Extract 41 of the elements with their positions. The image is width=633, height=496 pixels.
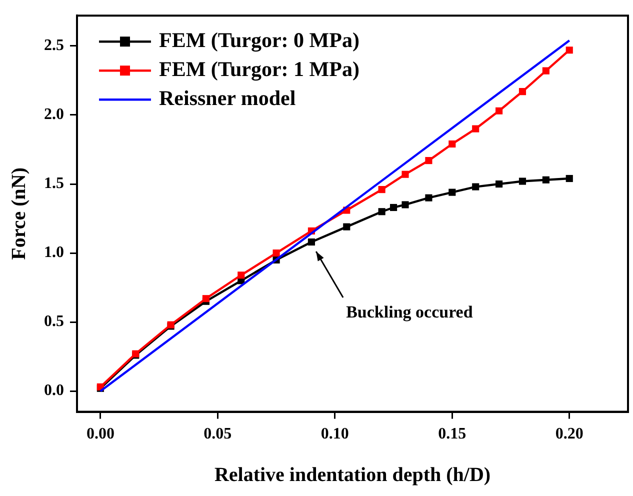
x-axis-title: Relative indentation depth (h/D) <box>214 464 491 486</box>
point <box>472 125 480 132</box>
point <box>472 183 480 190</box>
point <box>402 201 409 208</box>
point <box>496 180 503 188</box>
point <box>448 140 456 148</box>
legend-label: FEM (Turgor: 0 MPa) <box>159 28 360 52</box>
point <box>308 238 316 246</box>
point <box>425 157 432 164</box>
point <box>518 88 526 96</box>
point <box>566 174 573 182</box>
x-tick-label: 0.10 <box>320 426 349 443</box>
point <box>542 176 550 184</box>
point <box>238 272 245 279</box>
point <box>378 208 386 216</box>
y-tick-label: 2.5 <box>44 37 64 54</box>
y-tick-label: 1.5 <box>44 175 64 192</box>
point <box>566 46 573 54</box>
point <box>402 170 409 178</box>
point <box>542 67 550 74</box>
point <box>202 295 210 302</box>
y-tick-label: 0.0 <box>44 382 64 400</box>
y-tick-label: 1.0 <box>44 244 64 262</box>
legend-label: Reissner model <box>159 86 296 110</box>
annotation: Buckling occured <box>346 302 474 322</box>
point <box>448 188 456 196</box>
point <box>496 107 503 114</box>
y-tick-label: 0.5 <box>44 313 64 330</box>
point <box>390 204 398 212</box>
x-tick-label: 0.20 <box>555 426 584 443</box>
y-axis-title: Force (nN) <box>8 168 30 260</box>
x-tick-label: 0.00 <box>86 426 114 443</box>
x-tick-label: 0.05 <box>204 426 232 443</box>
point <box>343 223 350 230</box>
point <box>272 250 280 257</box>
legend-label: FEM (Turgor: 1 MPa) <box>159 57 360 82</box>
point <box>518 178 526 185</box>
x-tick-label: 0.15 <box>438 426 466 443</box>
point <box>425 194 432 202</box>
y-tick-label: 2.0 <box>44 106 64 124</box>
point <box>378 186 386 194</box>
